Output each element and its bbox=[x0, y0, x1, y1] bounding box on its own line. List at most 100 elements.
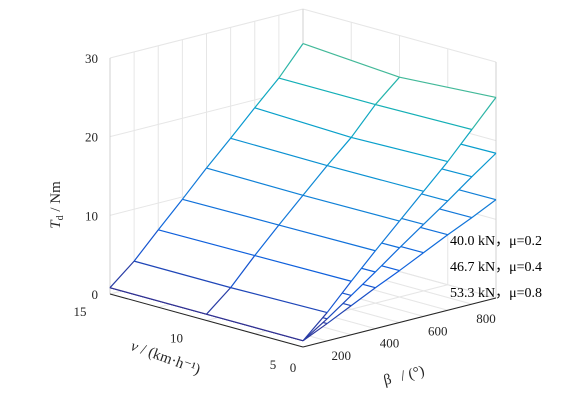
y-axis-line bbox=[109, 293, 304, 348]
surface-mesh-line bbox=[302, 318, 328, 342]
surface-mesh-line bbox=[350, 271, 376, 296]
surface-mesh-line bbox=[206, 167, 304, 196]
surface-mesh-line bbox=[278, 224, 376, 252]
wall-grid-line bbox=[302, 8, 497, 63]
surface-face bbox=[230, 255, 352, 313]
surface-mesh-line bbox=[326, 280, 352, 313]
surface-mesh-line bbox=[447, 176, 473, 202]
surface-mesh-line bbox=[302, 194, 400, 222]
z-axis-label: Td / Nm bbox=[48, 181, 66, 229]
x-tick-label: 200 bbox=[332, 348, 352, 363]
surface-mesh-line bbox=[471, 152, 497, 178]
surface-mesh-line bbox=[326, 305, 352, 325]
surface-mesh-line bbox=[302, 165, 328, 196]
surface-mesh-line bbox=[230, 137, 328, 167]
surface-face bbox=[230, 107, 352, 166]
x-axis-label: β / (°) bbox=[382, 363, 426, 389]
surface-face bbox=[327, 137, 448, 192]
surface-mesh-line bbox=[254, 107, 352, 139]
surface-mesh-line bbox=[326, 137, 352, 166]
surface-face bbox=[158, 199, 279, 256]
surface-mesh-line bbox=[278, 194, 304, 226]
surface-mesh-line bbox=[399, 223, 425, 249]
surface-face bbox=[254, 78, 376, 138]
surface-mesh-line bbox=[350, 287, 376, 307]
surface-mesh-line bbox=[399, 76, 497, 98]
surface-mesh-line bbox=[423, 161, 449, 192]
surface-mesh-line bbox=[182, 198, 280, 226]
surface-mesh-line bbox=[351, 136, 448, 163]
surface-mesh-line bbox=[230, 255, 256, 288]
series-annotations: 40.0 kN，μ=0.2 46.7 kN，μ=0.4 53.3 kN，μ=0.8 bbox=[450, 234, 542, 301]
surface-face bbox=[375, 77, 496, 130]
surface-mesh-line bbox=[423, 234, 449, 254]
surface-mesh-line bbox=[206, 137, 232, 169]
surface-mesh-line bbox=[471, 199, 497, 219]
surface-mesh-line bbox=[399, 252, 424, 272]
y-tick-label: 10 bbox=[170, 331, 183, 346]
surface-face bbox=[278, 43, 400, 105]
surface-mesh-line bbox=[230, 287, 328, 314]
surface-mesh-line bbox=[447, 217, 473, 236]
series-annotation: 46.7 kN，μ=0.4 bbox=[450, 260, 542, 275]
surface-mesh-line bbox=[374, 247, 400, 273]
surface-mesh-line bbox=[302, 43, 400, 78]
surface-mesh-line bbox=[375, 270, 400, 289]
surface-face bbox=[182, 168, 303, 226]
surface-mesh-line bbox=[254, 224, 280, 256]
surface-mesh-line bbox=[109, 260, 135, 289]
surface-mesh-line bbox=[158, 229, 255, 257]
tick-labels: 0 200 400 600 800 5 10 15 0 10 20 30 bbox=[74, 51, 496, 375]
y-tick-label: 15 bbox=[74, 304, 87, 319]
surface-mesh-line bbox=[278, 77, 376, 106]
x-tick-label: 600 bbox=[428, 323, 448, 338]
z-tick-label: 0 bbox=[92, 287, 99, 302]
surface-face bbox=[134, 229, 255, 288]
surface-mesh-line bbox=[399, 190, 425, 222]
surface-face bbox=[351, 104, 472, 162]
surface-mesh-line bbox=[133, 260, 231, 289]
surface-mesh-line bbox=[326, 294, 352, 320]
surface-series bbox=[109, 43, 497, 342]
surface-face bbox=[206, 138, 328, 196]
surface-mesh-line bbox=[447, 129, 473, 162]
x-tick-label: 400 bbox=[380, 336, 400, 351]
surface-face bbox=[110, 261, 231, 315]
surface-mesh-line bbox=[254, 254, 352, 282]
x-tick-label: 800 bbox=[476, 311, 496, 326]
surface-mesh-line bbox=[109, 287, 207, 315]
x-tick-label: 0 bbox=[290, 360, 297, 375]
surface-meshes bbox=[109, 43, 497, 342]
surface-mesh-line bbox=[350, 250, 376, 282]
wall-grid-line bbox=[109, 8, 304, 59]
surface-mesh-line bbox=[471, 97, 497, 130]
x-axis-line bbox=[302, 297, 497, 348]
surface-mesh-line bbox=[157, 198, 183, 231]
y-axis-label: v/ (km·h⁻¹) bbox=[128, 338, 202, 378]
surface-mesh-line bbox=[423, 200, 449, 225]
surface-mesh-line bbox=[254, 77, 280, 109]
surface-mesh-line bbox=[302, 312, 328, 342]
surface-face bbox=[206, 287, 328, 341]
surface-face bbox=[278, 195, 400, 251]
surface-mesh-line bbox=[374, 76, 400, 105]
z-tick-label: 30 bbox=[85, 51, 98, 66]
series-annotation: 40.0 kN，μ=0.2 bbox=[450, 234, 542, 249]
surface-mesh-line bbox=[278, 43, 304, 79]
z-tick-label: 10 bbox=[85, 208, 98, 223]
surface-mesh-line bbox=[133, 229, 159, 262]
surface-mesh-line bbox=[350, 104, 376, 138]
surface-mesh-line bbox=[181, 167, 207, 200]
z-tick-label: 20 bbox=[85, 130, 98, 145]
surface-mesh-line bbox=[206, 313, 304, 342]
surface-mesh-line bbox=[230, 107, 256, 139]
surface-mesh-line bbox=[326, 165, 424, 192]
series-annotation: 53.3 kN，μ=0.8 bbox=[450, 286, 542, 301]
surface-mesh-line bbox=[206, 287, 232, 315]
surface-mesh-line bbox=[374, 220, 400, 252]
surface-mesh-line bbox=[375, 103, 473, 131]
surface-face bbox=[303, 165, 424, 222]
y-tick-label: 5 bbox=[270, 357, 277, 372]
